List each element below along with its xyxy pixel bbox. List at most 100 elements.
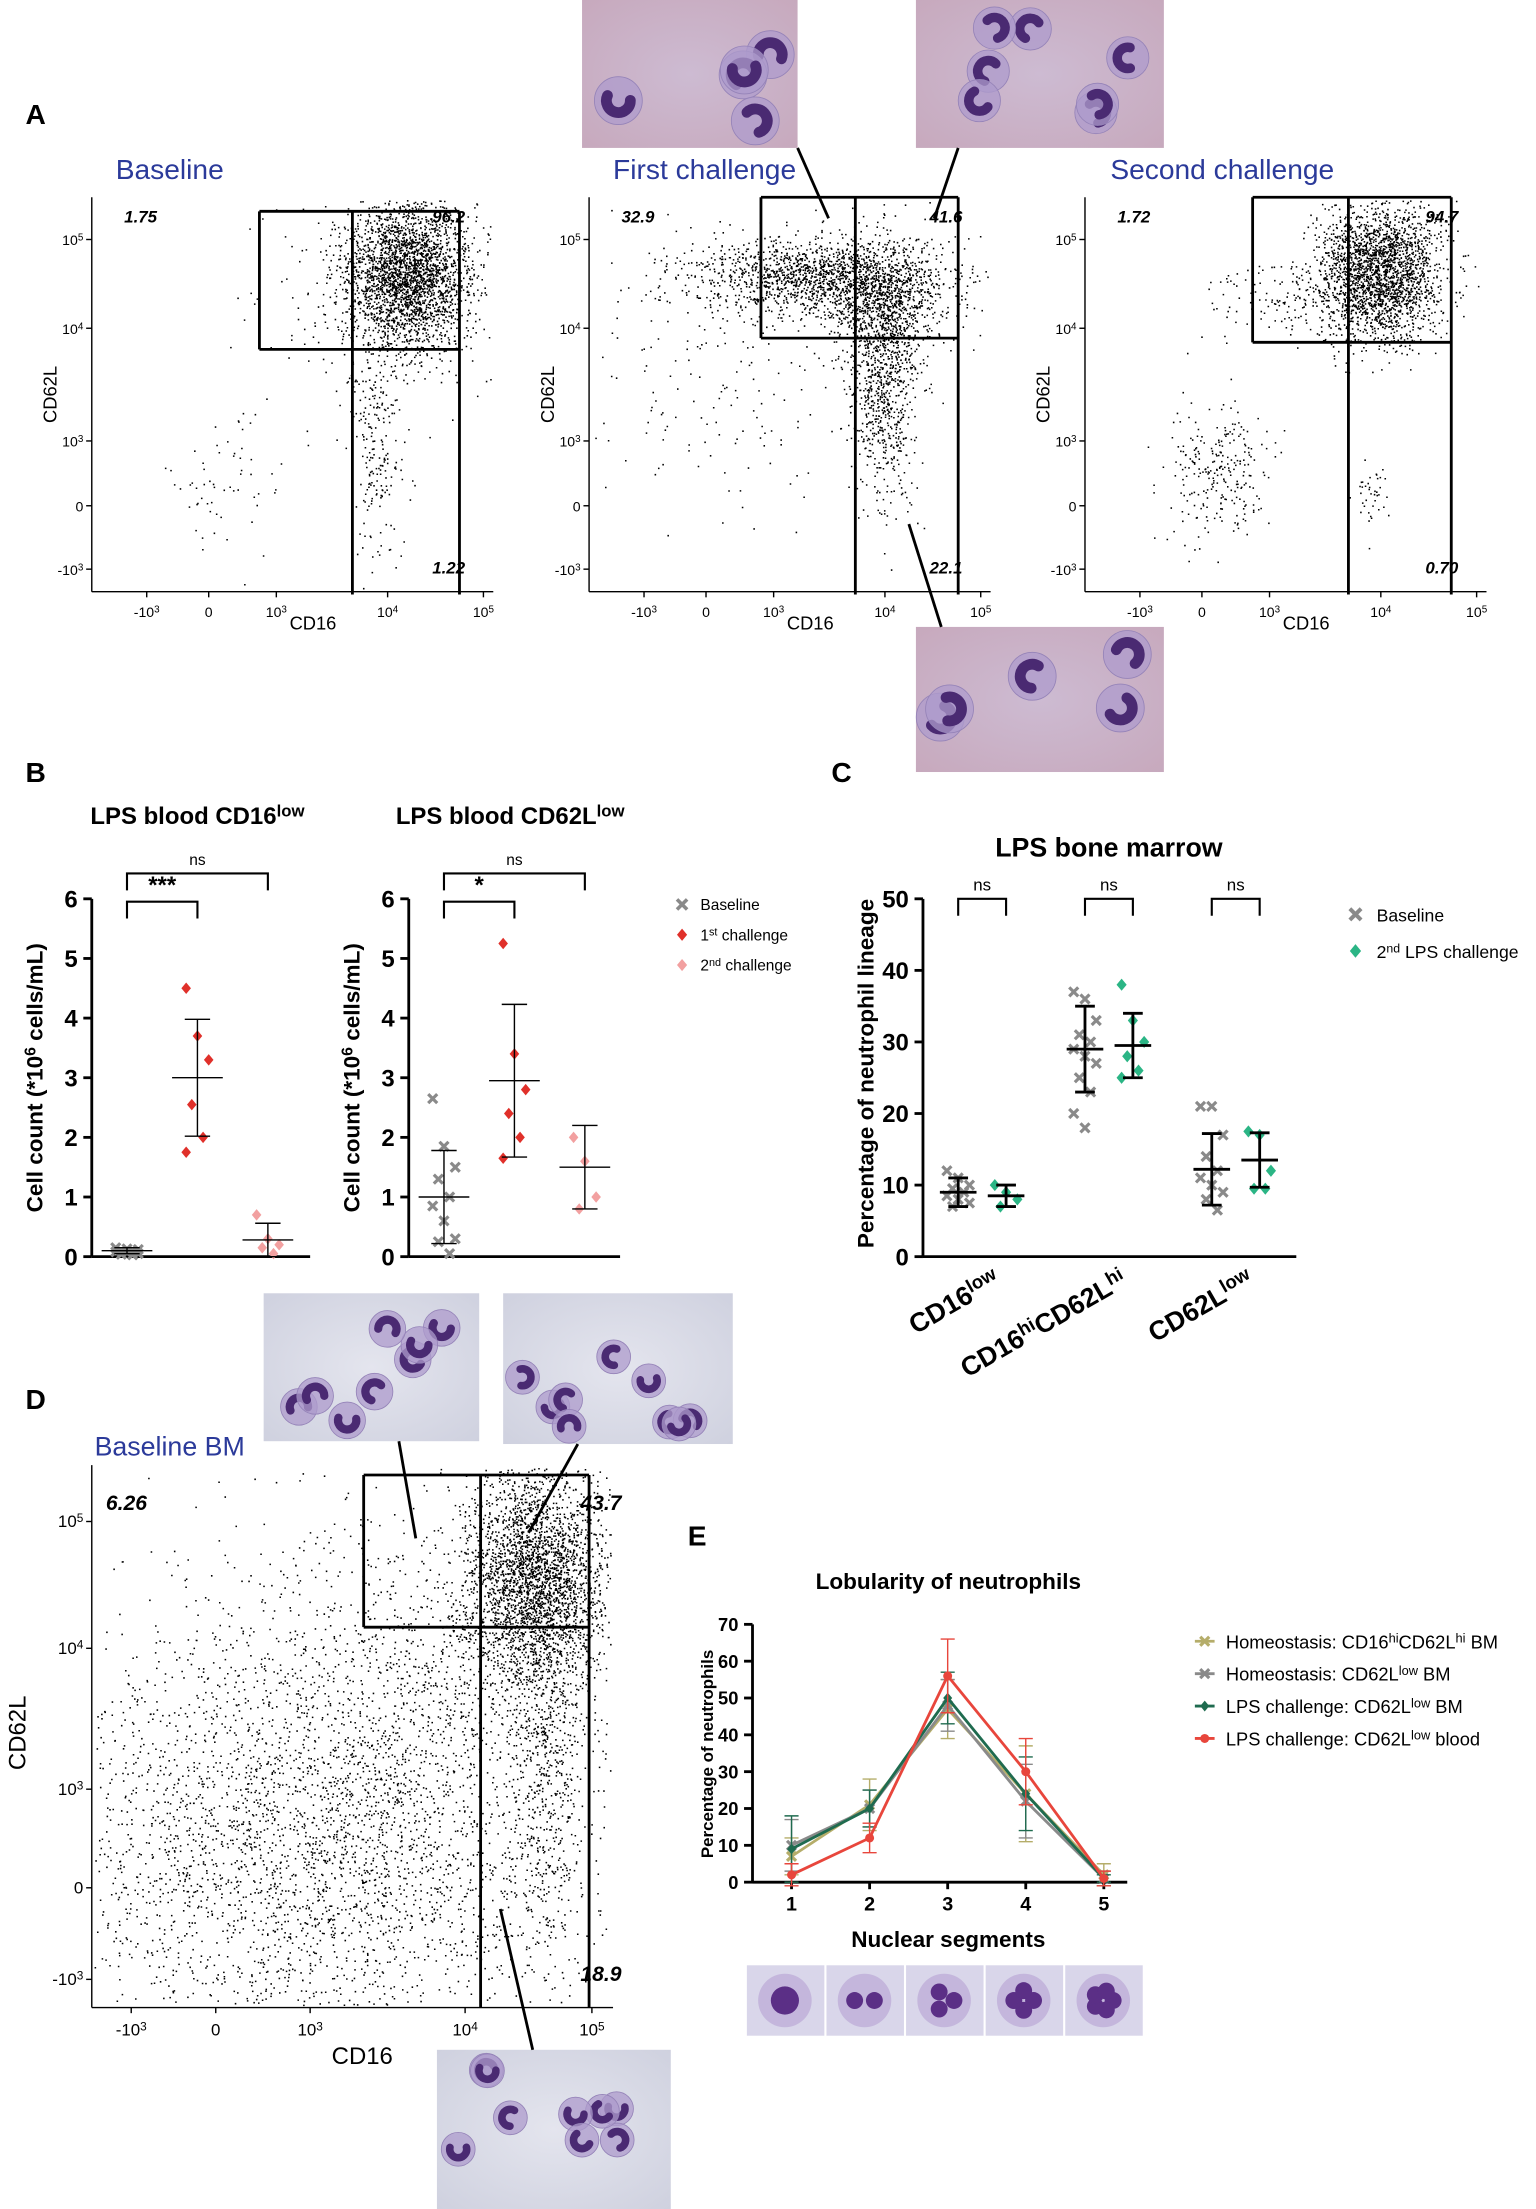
text-part: 3 (281, 605, 287, 616)
text-part: 4 (393, 605, 399, 616)
x-axis-label: CD16 (787, 613, 834, 634)
data-point (520, 1083, 531, 1096)
data-point (1217, 1186, 1229, 1198)
sd-bar (114, 1247, 140, 1255)
panel-label: C (831, 756, 851, 788)
legend-marker (676, 958, 688, 972)
text-part: BM (1466, 1631, 1499, 1652)
data-point (1073, 1072, 1085, 1084)
plot-title: First challenge (613, 153, 796, 185)
y-tick-label: 2 (64, 1125, 77, 1152)
data-point (438, 1140, 450, 1152)
data-point (1090, 1014, 1102, 1027)
data-point (1116, 1071, 1127, 1084)
event-cloud (94, 1467, 612, 2007)
data-point (1068, 1107, 1080, 1120)
data-point (1200, 1193, 1212, 1206)
y-tick-label: 0 (896, 1244, 909, 1271)
text-part: 10 (297, 2021, 316, 2040)
y-tick-label: 4 (381, 1006, 395, 1033)
gate-percentage: 22.1 (929, 558, 963, 577)
nucleus (374, 1315, 401, 1338)
data-point (1248, 1182, 1260, 1195)
text-part: 10 (58, 1780, 77, 1799)
legend-marker (676, 928, 688, 941)
significance-label: ns (506, 852, 523, 869)
sd-bar (184, 1018, 211, 1137)
text-part: BM (1418, 1664, 1451, 1685)
significance-bracket (442, 872, 586, 891)
data-point (127, 1249, 139, 1261)
data-point (503, 1107, 514, 1120)
legend-label: Baseline (1377, 905, 1445, 925)
y-tick-label: -103 (52, 1969, 83, 1989)
y-tick-label: 20 (882, 1101, 909, 1128)
text-part: cells/mL) (22, 943, 47, 1047)
text-part: 10 (58, 1512, 77, 1531)
data-point (1194, 1100, 1207, 1112)
legend-marker (1199, 1635, 1211, 1647)
text-part: LPS challenge: CD62L (1226, 1696, 1411, 1717)
text-part: -10 (1051, 562, 1072, 578)
nucleus (846, 1992, 864, 2009)
text-part: low (1411, 1695, 1431, 1710)
text-part: 5 (78, 233, 84, 244)
x-tick-label: 0 (211, 2021, 220, 2040)
data-point (181, 982, 191, 995)
x-tick-label: 105 (1466, 604, 1488, 620)
data-point (865, 1803, 875, 1814)
nucleus (636, 1374, 661, 1394)
data-point (257, 1241, 268, 1254)
text-part: 3 (1071, 434, 1077, 445)
x-tick-label: 103 (1259, 604, 1281, 620)
y-tick-label: 103 (1055, 434, 1077, 450)
y-tick-label: 105 (559, 232, 581, 248)
significance-label: ns (1100, 875, 1118, 894)
text-part: hi (1456, 1631, 1466, 1646)
y-tick-label: 0 (573, 498, 581, 514)
data-point (1012, 1193, 1023, 1206)
text-part: 2 (1377, 942, 1387, 962)
y-tick-label: 104 (62, 321, 84, 337)
sd-bar (501, 1003, 528, 1158)
text-part: 10 (763, 604, 779, 620)
nucleus (1015, 1982, 1033, 2000)
y-tick-label: 70 (718, 1614, 738, 1635)
text-part: 3 (575, 562, 581, 573)
significance-bracket (957, 897, 1008, 916)
sd-bar (948, 1176, 969, 1208)
y-axis-label: Cell count (*106 cells/mL) (22, 943, 47, 1212)
text-part: 10 (62, 232, 78, 248)
y-tick-label: -103 (555, 562, 581, 578)
connector (397, 1440, 418, 1539)
sd-bar (572, 1124, 598, 1210)
nucleus (301, 1382, 329, 1405)
text-part: low (1411, 1728, 1431, 1743)
significance-bracket (1083, 897, 1134, 916)
y-tick-label: 5 (64, 946, 77, 973)
significance-label: * (475, 872, 485, 899)
nucleus (727, 60, 762, 88)
y-tick-label: 50 (718, 1688, 738, 1709)
significance-bracket (125, 900, 199, 919)
y-tick-label: 1 (64, 1185, 77, 1212)
x-axis-label: Nuclear segments (851, 1927, 1045, 1952)
gate-percentage: 96.2 (432, 208, 465, 227)
nucleus (475, 2063, 500, 2084)
y-tick-label: 105 (58, 1511, 84, 1531)
y-tick-label: 0 (1069, 498, 1077, 514)
x-tick-label: 104 (1370, 604, 1392, 620)
nucleus (333, 1413, 361, 1434)
sd-bar (255, 1222, 281, 1258)
data-point (1211, 1165, 1224, 1177)
nucleus (972, 55, 1001, 86)
micrograph (915, 626, 1164, 773)
y-tick-label: 103 (62, 434, 84, 450)
legend-label: 2nd challenge (700, 957, 791, 975)
y-tick-label: 105 (1055, 232, 1077, 248)
text-part: low (277, 802, 306, 821)
text-part: 3 (1147, 605, 1153, 616)
text-part: Baseline (1377, 905, 1445, 925)
x-tick-label: 105 (473, 604, 495, 620)
text-part: 10 (1055, 232, 1071, 248)
